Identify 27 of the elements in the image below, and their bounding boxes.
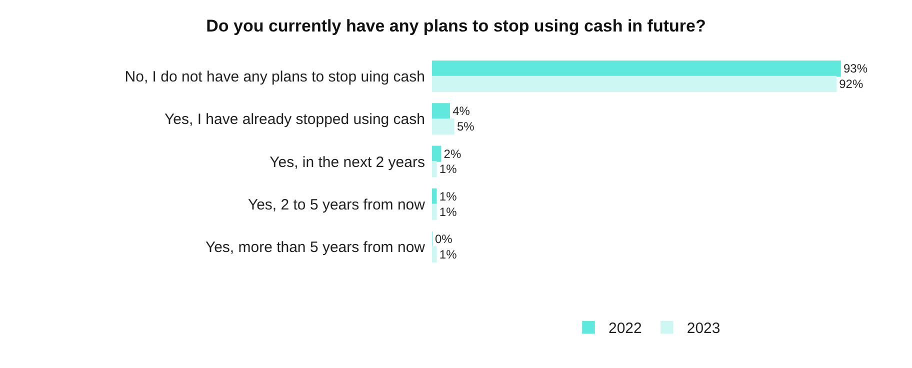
data-label: 1% xyxy=(439,162,458,176)
bar xyxy=(432,146,442,162)
bar xyxy=(432,118,454,135)
data-label: 5% xyxy=(456,120,475,134)
data-label: 92% xyxy=(839,76,864,91)
data-label: 1% xyxy=(439,204,458,219)
y-tick-label: Yes, more than 5 years from now xyxy=(205,238,426,256)
legend-label: 2023 xyxy=(686,320,720,338)
bar xyxy=(432,246,437,262)
data-label: 4% xyxy=(452,104,470,118)
bar xyxy=(432,188,437,204)
bar xyxy=(432,76,837,92)
data-label: 0% xyxy=(435,232,453,246)
bar xyxy=(432,60,841,77)
y-tick-label: Yes, I have already stopped using cash xyxy=(164,111,425,128)
legend-label: 2022 xyxy=(608,320,642,338)
y-tick-label: Yes, in the next 2 years xyxy=(270,154,425,171)
y-tick-label: No, I do not have any plans to stop uing cash xyxy=(124,68,425,86)
y-tick-label: Yes, 2 to 5 years from now xyxy=(248,196,426,214)
bar xyxy=(432,161,437,178)
data-label: 93% xyxy=(844,62,868,76)
data-label: 1% xyxy=(439,189,458,204)
bar xyxy=(432,103,450,120)
data-label: 2% xyxy=(444,146,462,161)
chart-title: Do you currently have any plans to stop using cash in future? xyxy=(206,16,706,36)
data-label: 1% xyxy=(439,247,458,262)
bar xyxy=(432,204,437,220)
